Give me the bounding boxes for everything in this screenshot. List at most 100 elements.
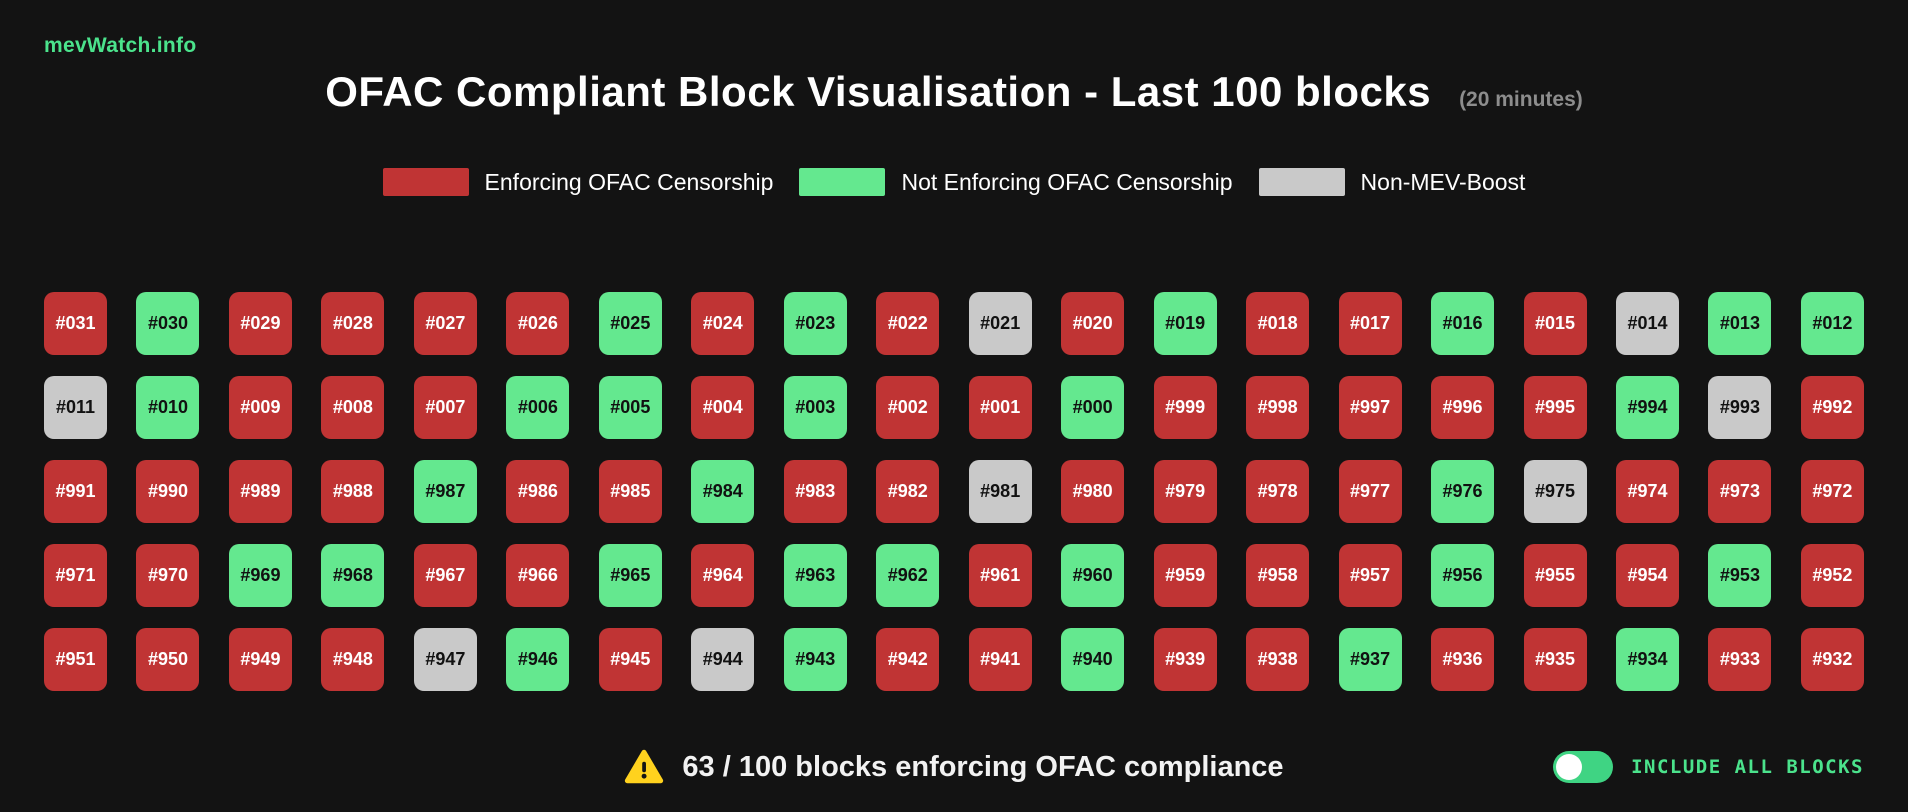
block-cell: #009 bbox=[228, 376, 292, 439]
block-cell: #996 bbox=[1431, 376, 1495, 439]
block-cell: #002 bbox=[876, 376, 940, 439]
block-cell: #936 bbox=[1431, 628, 1495, 691]
block-cell: #008 bbox=[321, 376, 385, 439]
block-cell: #025 bbox=[598, 292, 662, 355]
block-cell: #003 bbox=[783, 376, 847, 439]
block-cell: #022 bbox=[876, 292, 940, 355]
block-cell: #953 bbox=[1708, 544, 1772, 607]
block-cell: #975 bbox=[1523, 460, 1587, 523]
block-cell: #000 bbox=[1061, 376, 1125, 439]
block-cell: #030 bbox=[136, 292, 200, 355]
block-cell: #966 bbox=[506, 544, 570, 607]
block-cell: #984 bbox=[691, 460, 755, 523]
block-cell: #007 bbox=[413, 376, 477, 439]
block-cell: #952 bbox=[1800, 544, 1864, 607]
block-cell: #964 bbox=[691, 544, 755, 607]
block-cell: #956 bbox=[1431, 544, 1495, 607]
block-cell: #950 bbox=[136, 628, 200, 691]
block-cell: #943 bbox=[783, 628, 847, 691]
block-cell: #934 bbox=[1615, 628, 1679, 691]
block-cell: #947 bbox=[413, 628, 477, 691]
legend-label-censoring: Enforcing OFAC Censorship bbox=[484, 168, 774, 195]
block-cell: #993 bbox=[1708, 376, 1772, 439]
block-cell: #973 bbox=[1708, 460, 1772, 523]
include-all-blocks-toggle[interactable] bbox=[1553, 751, 1614, 783]
block-cell: #016 bbox=[1431, 292, 1495, 355]
block-cell: #962 bbox=[876, 544, 940, 607]
block-cell: #959 bbox=[1153, 544, 1217, 607]
block-cell: #031 bbox=[44, 292, 107, 355]
block-cell: #014 bbox=[1615, 292, 1679, 355]
warning-triangle-icon bbox=[624, 749, 664, 785]
block-cell: #970 bbox=[136, 544, 200, 607]
block-cell: #958 bbox=[1246, 544, 1310, 607]
block-cell: #990 bbox=[136, 460, 200, 523]
block-cell: #989 bbox=[228, 460, 292, 523]
block-cell: #955 bbox=[1523, 544, 1587, 607]
block-cell: #001 bbox=[968, 376, 1032, 439]
block-cell: #971 bbox=[44, 544, 107, 607]
block-cell: #969 bbox=[228, 544, 292, 607]
legend: Enforcing OFAC Censorship Not Enforcing … bbox=[44, 168, 1864, 196]
block-cell: #976 bbox=[1431, 460, 1495, 523]
footer: 63 / 100 blocks enforcing OFAC complianc… bbox=[0, 745, 1908, 789]
block-cell: #957 bbox=[1338, 544, 1402, 607]
block-cell: #972 bbox=[1800, 460, 1864, 523]
block-cell: #026 bbox=[506, 292, 570, 355]
block-cell: #013 bbox=[1708, 292, 1772, 355]
page-title: OFAC Compliant Block Visualisation - Las… bbox=[325, 68, 1432, 115]
page-subtitle: (20 minutes) bbox=[1459, 88, 1583, 111]
block-cell: #951 bbox=[44, 628, 107, 691]
legend-swatch-not-censoring bbox=[799, 168, 886, 196]
block-cell: #961 bbox=[968, 544, 1032, 607]
block-cell: #020 bbox=[1061, 292, 1125, 355]
block-cell: #988 bbox=[321, 460, 385, 523]
legend-swatch-censoring bbox=[382, 168, 469, 196]
block-cell: #933 bbox=[1708, 628, 1772, 691]
block-cell: #949 bbox=[228, 628, 292, 691]
block-cell: #010 bbox=[136, 376, 200, 439]
block-cell: #018 bbox=[1246, 292, 1310, 355]
block-cell: #938 bbox=[1246, 628, 1310, 691]
block-cell: #012 bbox=[1800, 292, 1864, 355]
block-cell: #986 bbox=[506, 460, 570, 523]
legend-label-not-censoring: Not Enforcing OFAC Censorship bbox=[901, 168, 1233, 195]
toggle-knob bbox=[1556, 754, 1583, 780]
block-cell: #946 bbox=[506, 628, 570, 691]
compliance-status-text: 63 / 100 blocks enforcing OFAC complianc… bbox=[682, 750, 1284, 783]
block-cell: #021 bbox=[968, 292, 1032, 355]
block-cell: #974 bbox=[1615, 460, 1679, 523]
block-cell: #029 bbox=[228, 292, 292, 355]
block-cell: #005 bbox=[598, 376, 662, 439]
legend-item-not-censoring: Not Enforcing OFAC Censorship bbox=[799, 168, 1233, 196]
block-cell: #992 bbox=[1800, 376, 1864, 439]
block-cell: #977 bbox=[1338, 460, 1402, 523]
block-cell: #978 bbox=[1246, 460, 1310, 523]
block-cell: #997 bbox=[1338, 376, 1402, 439]
block-cell: #995 bbox=[1523, 376, 1587, 439]
block-cell: #999 bbox=[1153, 376, 1217, 439]
block-cell: #006 bbox=[506, 376, 570, 439]
block-cell: #983 bbox=[783, 460, 847, 523]
block-cell: #941 bbox=[968, 628, 1032, 691]
block-cell: #963 bbox=[783, 544, 847, 607]
block-cell: #937 bbox=[1338, 628, 1402, 691]
block-cell: #985 bbox=[598, 460, 662, 523]
page-title-row: OFAC Compliant Block Visualisation - Las… bbox=[44, 68, 1864, 116]
include-all-blocks-control: INCLUDE ALL BLOCKS bbox=[1553, 751, 1864, 783]
compliance-status: 63 / 100 blocks enforcing OFAC complianc… bbox=[0, 745, 1908, 789]
block-cell: #023 bbox=[783, 292, 847, 355]
block-cell: #940 bbox=[1061, 628, 1125, 691]
block-cell: #027 bbox=[413, 292, 477, 355]
block-cell: #004 bbox=[691, 376, 755, 439]
block-cell: #981 bbox=[968, 460, 1032, 523]
block-cell: #994 bbox=[1615, 376, 1679, 439]
block-cell: #019 bbox=[1153, 292, 1217, 355]
legend-item-censoring: Enforcing OFAC Censorship bbox=[382, 168, 774, 196]
block-cell: #939 bbox=[1153, 628, 1217, 691]
block-cell: #965 bbox=[598, 544, 662, 607]
block-cell: #935 bbox=[1523, 628, 1587, 691]
site-brand[interactable]: mevWatch.info bbox=[44, 34, 197, 57]
block-cell: #979 bbox=[1153, 460, 1217, 523]
block-cell: #982 bbox=[876, 460, 940, 523]
